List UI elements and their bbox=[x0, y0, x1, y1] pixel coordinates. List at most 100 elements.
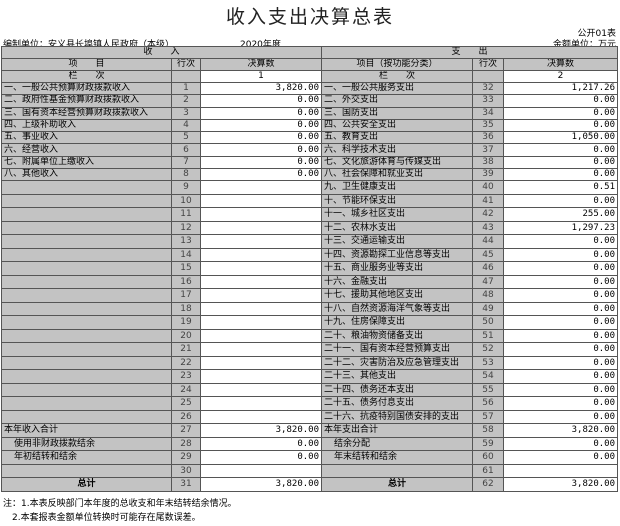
income-amount bbox=[200, 355, 322, 371]
table-row: 10 十、节能环保支出 41 0.00 bbox=[1, 193, 618, 209]
expense-header: 支 出 bbox=[321, 46, 618, 59]
expense-item-header: 项目（按功能分类） bbox=[321, 58, 473, 71]
expense-amount: 0.00 bbox=[503, 106, 618, 120]
income-item: 七、附属单位上缴收入 bbox=[1, 155, 172, 170]
expense-amount: 0.00 bbox=[503, 193, 618, 209]
income-amount: 0.00 bbox=[200, 106, 322, 120]
table-row: 本年收入合计 27 3,820.00 本年支出合计 58 3,820.00 bbox=[1, 423, 618, 438]
expense-row-no: 48 bbox=[472, 288, 504, 303]
income-item: 一、一般公共预算财政拨款收入 bbox=[1, 81, 172, 96]
row-no-header: 行次 bbox=[472, 58, 504, 71]
table-row: 25 二十五、债务付息支出 56 0.00 bbox=[1, 396, 618, 411]
expense-item: 七、文化旅游体育与传媒支出 bbox=[321, 155, 473, 170]
reporting-unit: 编制单位：安义县长埠镇人民政府（本级） bbox=[3, 40, 175, 50]
income-item: 三、国有资本经营预算财政拨款收入 bbox=[1, 106, 172, 120]
expense-row-no: 33 bbox=[472, 94, 504, 108]
expense-row-no: 57 bbox=[472, 409, 504, 425]
table-row: 16 十六、金融支出 47 0.00 bbox=[1, 274, 618, 290]
income-item: 五、事业收入 bbox=[1, 131, 172, 145]
expense-item: 十三、交通运输支出 bbox=[321, 234, 473, 249]
income-amount bbox=[200, 220, 322, 236]
expense-row-no: 32 bbox=[472, 81, 504, 96]
expense-item: 八、社会保障和就业支出 bbox=[321, 168, 473, 182]
amount-header: 决算数 bbox=[200, 58, 322, 71]
income-item bbox=[1, 342, 172, 357]
income-row-no: 12 bbox=[171, 220, 201, 236]
table-row: 30 61 bbox=[1, 463, 618, 479]
income-row-no: 5 bbox=[171, 131, 201, 145]
expense-amount: 0.00 bbox=[503, 328, 618, 344]
income-item bbox=[1, 396, 172, 411]
table-row: 五、事业收入 5 0.00 五、教育支出 36 1,050.00 bbox=[1, 131, 618, 145]
expense-row-no: 43 bbox=[472, 220, 504, 236]
expense-row-no: 34 bbox=[472, 106, 504, 120]
expense-row-no: 37 bbox=[472, 143, 504, 157]
income-amount bbox=[200, 328, 322, 344]
notes: 注：1.本表反映部门本年度的总收支和年末结转结余情况。 2.本套报表金额单位转换… bbox=[3, 497, 237, 525]
expense-amount: 0.00 bbox=[503, 355, 618, 371]
income-header: 收 入 bbox=[1, 46, 322, 59]
income-row-no: 31 bbox=[171, 477, 201, 492]
expense-item: 十四、资源勘探工业信息等支出 bbox=[321, 247, 473, 263]
income-row-no: 29 bbox=[171, 450, 201, 465]
income-row-no: 14 bbox=[171, 247, 201, 263]
income-row-no: 20 bbox=[171, 328, 201, 344]
income-amount: 0.00 bbox=[200, 450, 322, 465]
fiscal-year: 2020年度 bbox=[240, 40, 281, 50]
expense-row-no: 36 bbox=[472, 131, 504, 145]
income-amount bbox=[200, 369, 322, 384]
income-row-no: 18 bbox=[171, 301, 201, 317]
income-item: 四、上级补助收入 bbox=[1, 118, 172, 133]
expense-item: 三、国防支出 bbox=[321, 106, 473, 120]
income-amount: 0.00 bbox=[200, 118, 322, 133]
income-item bbox=[1, 288, 172, 303]
income-row-no: 9 bbox=[171, 180, 201, 195]
row-no-header: 行次 bbox=[171, 58, 201, 71]
expense-item: 本年支出合计 bbox=[321, 423, 473, 438]
income-row-no: 17 bbox=[171, 288, 201, 303]
table-row: 22 二十二、灾害防治及应急管理支出 53 0.00 bbox=[1, 355, 618, 371]
expense-row-no: 35 bbox=[472, 118, 504, 133]
income-item bbox=[1, 463, 172, 479]
income-item bbox=[1, 382, 172, 398]
income-amount bbox=[200, 247, 322, 263]
expense-amount: 0.00 bbox=[503, 234, 618, 249]
income-amount bbox=[200, 301, 322, 317]
income-amount bbox=[200, 463, 322, 479]
income-amount: 0.00 bbox=[200, 155, 322, 170]
expense-amount: 0.00 bbox=[503, 301, 618, 317]
expense-item: 十六、金融支出 bbox=[321, 274, 473, 290]
income-row-no: 26 bbox=[171, 409, 201, 425]
table-row: 11 十一、城乡社区支出 42 255.00 bbox=[1, 207, 618, 222]
expense-item: 二十三、其他支出 bbox=[321, 369, 473, 384]
column-1: 1 bbox=[200, 70, 322, 83]
expense-item: 二十六、抗疫特别国债安排的支出 bbox=[321, 409, 473, 425]
expense-row-no: 52 bbox=[472, 342, 504, 357]
income-item bbox=[1, 301, 172, 317]
income-amount: 0.00 bbox=[200, 143, 322, 157]
income-row-no: 10 bbox=[171, 193, 201, 209]
table-row: 24 二十四、债务还本支出 55 0.00 bbox=[1, 382, 618, 398]
income-amount: 0.00 bbox=[200, 168, 322, 182]
income-amount bbox=[200, 234, 322, 249]
income-amount: 3,820.00 bbox=[200, 477, 322, 492]
expense-row-no: 61 bbox=[472, 463, 504, 479]
expense-item: 六、科学技术支出 bbox=[321, 143, 473, 157]
expense-row-no: 40 bbox=[472, 180, 504, 195]
column-2: 2 bbox=[503, 70, 618, 83]
expense-item: 十一、城乡社区支出 bbox=[321, 207, 473, 222]
income-row-no: 30 bbox=[171, 463, 201, 479]
income-item bbox=[1, 234, 172, 249]
income-item bbox=[1, 247, 172, 263]
expense-item: 总计 bbox=[321, 477, 473, 492]
expense-amount: 0.00 bbox=[503, 450, 618, 465]
expense-amount: 0.00 bbox=[503, 369, 618, 384]
income-row-no: 28 bbox=[171, 436, 201, 452]
expense-amount bbox=[503, 463, 618, 479]
income-amount bbox=[200, 382, 322, 398]
expense-amount: 0.00 bbox=[503, 315, 618, 330]
expense-amount: 0.00 bbox=[503, 247, 618, 263]
table-row: 19 十九、住房保障支出 50 0.00 bbox=[1, 315, 618, 330]
expense-item: 十七、援助其他地区支出 bbox=[321, 288, 473, 303]
expense-item: 四、公共安全支出 bbox=[321, 118, 473, 133]
